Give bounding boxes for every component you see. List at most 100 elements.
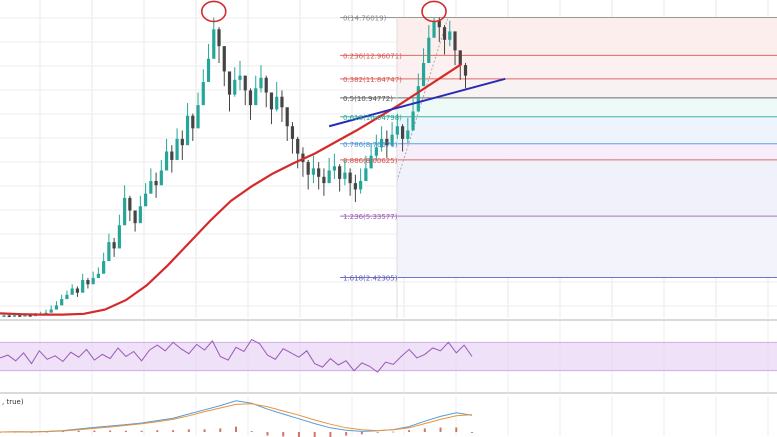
fib-level-label: 0.618(10.04798) xyxy=(343,114,402,122)
candle-body xyxy=(175,138,179,160)
macd-histogram-bar xyxy=(297,432,300,437)
candle-body xyxy=(49,309,53,313)
candle-body xyxy=(369,155,373,169)
candle-body xyxy=(18,315,22,317)
fib-zones xyxy=(397,17,777,278)
candle-body xyxy=(149,181,153,194)
rsi-band xyxy=(0,342,777,371)
candle-body xyxy=(227,71,232,95)
candle-body xyxy=(185,115,190,146)
candle-body xyxy=(75,288,80,293)
candle-body xyxy=(2,315,6,317)
candle-body xyxy=(112,242,116,249)
macd-histogram-bar xyxy=(172,430,175,432)
fib-level-label: 0.786(8.76674) xyxy=(343,141,398,149)
rsi-panel xyxy=(0,338,777,373)
macd-grid xyxy=(39,396,769,436)
candle-body xyxy=(196,105,200,129)
candle-body xyxy=(380,138,384,148)
trendline-group xyxy=(328,77,506,128)
macd-histogram-bar xyxy=(282,432,285,437)
candle-body xyxy=(128,197,132,211)
candle-body xyxy=(400,126,405,139)
macd-histogram-bar xyxy=(203,429,206,432)
candle-body xyxy=(191,115,195,129)
fib-zone-band xyxy=(397,97,777,117)
candle-body xyxy=(353,183,357,190)
macd-histogram-bar xyxy=(376,432,379,433)
candle-body xyxy=(390,134,394,146)
candle-body xyxy=(217,29,221,47)
candle-body xyxy=(164,151,169,171)
candle-body xyxy=(264,77,268,93)
macd-histogram-bar xyxy=(156,430,159,432)
candle-body xyxy=(427,37,431,64)
candle-body xyxy=(296,138,300,154)
candle-body xyxy=(159,170,163,186)
macd-histogram-bar xyxy=(313,432,316,437)
candle-body xyxy=(259,77,263,89)
candle-body xyxy=(317,168,321,177)
candle-body xyxy=(86,280,90,285)
fib-anchor-connector xyxy=(396,17,449,182)
candle-body xyxy=(170,151,174,160)
candle-body xyxy=(290,126,295,139)
candle-body xyxy=(269,92,274,110)
fib-zone-band xyxy=(397,78,777,98)
candle-body xyxy=(70,288,74,295)
macd-histogram-bar xyxy=(408,430,411,432)
macd-histogram-bar xyxy=(109,430,112,432)
candle-body xyxy=(458,50,462,66)
candle-body xyxy=(144,193,148,207)
candle-body xyxy=(138,206,142,224)
macd-histogram-bar xyxy=(439,427,442,432)
candle-body xyxy=(275,96,279,110)
candle-body xyxy=(28,315,32,317)
candle-body xyxy=(233,79,237,95)
fib-zone-band xyxy=(397,17,777,56)
candle-body xyxy=(180,138,184,146)
candle-body xyxy=(206,58,211,82)
moving-average-line xyxy=(0,63,463,316)
candle-body xyxy=(254,88,258,106)
fib-zone-band xyxy=(397,159,777,217)
macd-histogram-bar xyxy=(455,427,458,432)
candle-body xyxy=(7,315,11,317)
macd-histogram-bar xyxy=(345,432,348,436)
macd-histogram-bar xyxy=(219,428,222,432)
macd-histogram-bar xyxy=(360,432,363,435)
macd-histogram-bar xyxy=(61,431,64,433)
candle-body xyxy=(448,31,452,40)
candle-body xyxy=(117,225,121,249)
macd-histogram-bar xyxy=(93,430,96,432)
fib-lines xyxy=(340,16,777,318)
candle-body xyxy=(96,273,100,278)
fib-level-label: 1.618(2.42305) xyxy=(343,274,398,282)
macd-histogram-bar xyxy=(392,431,395,433)
candle-body xyxy=(154,181,158,186)
candle-body xyxy=(23,315,27,317)
macd-histogram-bar xyxy=(187,429,190,432)
candle-body xyxy=(411,111,415,131)
peak-highlight-circle xyxy=(421,0,447,23)
candle-body xyxy=(81,280,85,293)
fib-level-label: 0.5(10.94772) xyxy=(343,95,393,103)
fib-labels: 0(14.76019) 0.236(12.96071) 0.382(11.84747… xyxy=(343,14,402,282)
candle-body xyxy=(338,166,342,179)
macd-histogram-bar xyxy=(266,432,269,436)
candle-body xyxy=(201,81,205,106)
macd-indicator-label: , true) xyxy=(2,398,24,406)
fib-level-label: 1.236(5.33577) xyxy=(343,213,398,221)
fib-level-label: 0.236(12.96071) xyxy=(343,52,402,60)
peak-highlight-circle xyxy=(200,0,227,23)
candle-body xyxy=(243,75,247,91)
macd-histogram-bar xyxy=(140,430,143,432)
macd-panel xyxy=(0,400,473,437)
candle-body xyxy=(222,46,226,72)
candle-body xyxy=(406,130,410,139)
candles xyxy=(2,17,468,318)
fib-level-label: 0.382(11.84747) xyxy=(343,76,402,84)
candle-body xyxy=(421,63,426,87)
candle-body xyxy=(416,86,420,112)
